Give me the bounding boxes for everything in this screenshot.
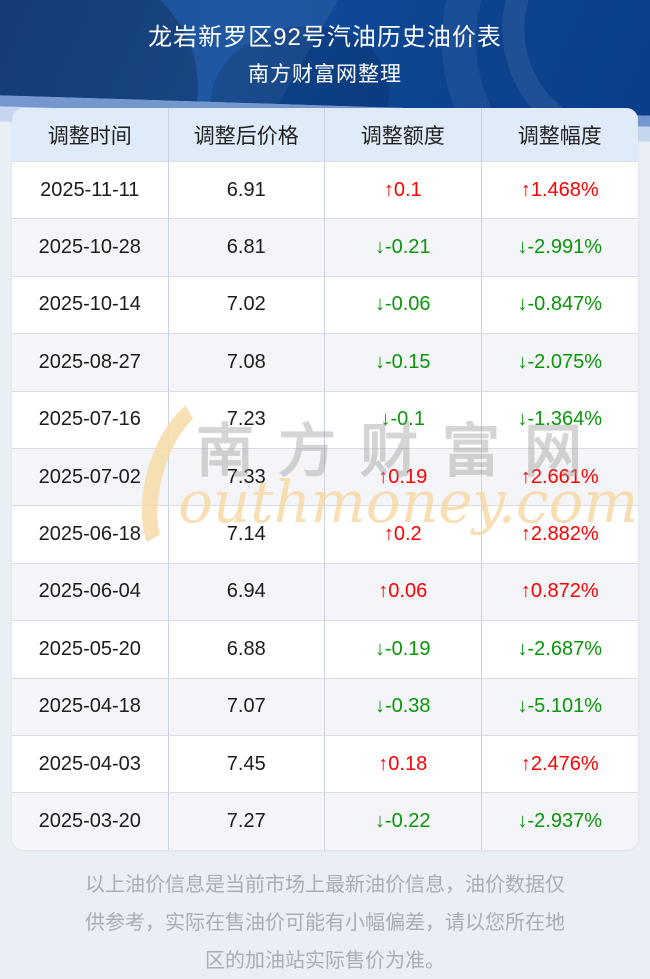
table-row: 2025-04-18 7.07 ↓-0.38 ↓-5.101% [12, 677, 638, 735]
column-header-adjust-rate: 调整幅度 [517, 124, 602, 148]
header-text-block: 龙岩新罗区92号汽油历史油价表 南方财富网整理 [0, 0, 650, 90]
cell-adjust-rate: ↑0.872% [520, 580, 599, 603]
table-row: 2025-05-20 6.88 ↓-0.19 ↓-2.687% [12, 620, 638, 678]
cell-adjusted-price: 6.81 [169, 219, 325, 276]
cell-adjust-amount: ↑0.06 [325, 563, 482, 621]
cell-adjust-rate: ↓-2.937% [517, 809, 603, 832]
cell-adjust-amount: ↓-0.15 [325, 334, 482, 391]
cell-adjust-amount: ↑0.18 [325, 735, 482, 793]
cell-adjust-date: 2025-10-14 [12, 276, 169, 334]
table-row: 2025-08-27 7.08 ↓-0.15 ↓-2.075% [12, 333, 638, 391]
cell-adjust-date: 2025-05-20 [12, 621, 169, 678]
cell-adjust-amount: ↓-0.22 [325, 793, 482, 850]
disclaimer-text: 以上油价信息是当前市场上最新油价信息，油价数据仅 供参考，实际在售油价可能有小幅… [50, 866, 600, 979]
cell-adjust-rate: ↓-2.075% [517, 350, 603, 373]
cell-adjust-date: 2025-06-18 [12, 506, 169, 563]
cell-adjust-date: 2025-06-04 [12, 563, 169, 621]
cell-adjust-rate: ↑1.468% [520, 178, 599, 201]
cell-adjusted-price: 7.23 [169, 391, 325, 448]
column-header-adjust-amount: 调整额度 [325, 108, 482, 161]
table-row: 2025-06-18 7.14 ↑0.2 ↑2.882% [12, 505, 638, 563]
cell-adjusted-price: 7.07 [169, 678, 325, 735]
cell-adjust-amount: ↑0.1 [325, 162, 482, 219]
cell-adjust-rate: ↑2.476% [520, 752, 599, 775]
cell-adjust-date: 2025-04-18 [12, 678, 169, 735]
cell-adjust-date: 2025-11-11 [12, 162, 169, 219]
column-header-adjust-time: 调整时间 [12, 108, 169, 161]
cell-adjust-rate: ↑2.882% [520, 523, 599, 546]
cell-adjust-rate: ↓-0.847% [517, 293, 603, 316]
cell-adjust-date: 2025-07-16 [12, 391, 169, 448]
table-row: 2025-03-20 7.27 ↓-0.22 ↓-2.937% [12, 792, 638, 850]
cell-adjust-date: 2025-07-02 [12, 448, 169, 506]
cell-adjust-rate: ↑2.661% [520, 465, 599, 488]
table-row: 2025-07-16 7.23 ↓-0.1 ↓-1.364% [12, 390, 638, 448]
cell-adjust-rate: ↓-2.991% [517, 236, 603, 259]
cell-adjust-amount: ↓-0.21 [325, 219, 482, 276]
cell-adjust-rate: ↓-2.687% [517, 637, 603, 660]
cell-adjust-amount: ↓-0.06 [325, 276, 482, 334]
cell-adjusted-price: 6.91 [169, 162, 325, 219]
table-header-row: 调整时间 调整后价格 调整额度 调整幅度 [12, 108, 638, 161]
cell-adjusted-price: 6.88 [169, 621, 325, 678]
disclaimer-line: 供参考，实际在售油价可能有小幅偏差，请以您所在地 [85, 912, 565, 934]
cell-adjusted-price: 7.08 [169, 334, 325, 391]
cell-adjust-date: 2025-08-27 [12, 334, 169, 391]
column-header-adjusted-price: 调整后价格 [169, 108, 325, 161]
cell-adjust-rate: ↓-1.364% [517, 408, 603, 431]
cell-adjust-amount: ↑0.19 [325, 448, 482, 506]
cell-adjust-amount: ↓-0.19 [325, 621, 482, 678]
cell-adjusted-price: 7.27 [169, 793, 325, 850]
page-title: 龙岩新罗区92号汽油历史油价表 [148, 24, 502, 51]
cell-adjust-date: 2025-10-28 [12, 219, 169, 276]
table-row: 2025-10-14 7.02 ↓-0.06 ↓-0.847% [12, 275, 638, 334]
price-history-table: 调整时间 调整后价格 调整额度 调整幅度 2025-11-11 6.91 ↑0.… [12, 108, 638, 850]
cell-adjusted-price: 7.45 [169, 735, 325, 793]
cell-adjust-amount: ↑0.2 [325, 506, 482, 563]
table-row: 2025-10-28 6.81 ↓-0.21 ↓-2.991% [12, 218, 638, 276]
cell-adjust-amount: ↓-0.1 [325, 391, 482, 448]
cell-adjusted-price: 7.14 [169, 506, 325, 563]
table-row: 2025-11-11 6.91 ↑0.1 ↑1.468% [12, 161, 638, 219]
cell-adjusted-price: 7.33 [169, 448, 325, 506]
disclaimer-line: 区的加油站实际售价为准。 [205, 950, 445, 972]
table-row: 2025-04-03 7.45 ↑0.18 ↑2.476% [12, 734, 638, 793]
disclaimer-line: 以上油价信息是当前市场上最新油价信息，油价数据仅 [85, 874, 565, 896]
cell-adjust-date: 2025-04-03 [12, 735, 169, 793]
cell-adjust-rate: ↓-5.101% [517, 695, 603, 718]
cell-adjusted-price: 6.94 [169, 563, 325, 621]
page-subtitle: 南方财富网整理 [248, 63, 402, 86]
cell-adjust-date: 2025-03-20 [12, 793, 169, 850]
table-body: 2025-11-11 6.91 ↑0.1 ↑1.468% 2025-10-28 … [12, 161, 638, 850]
table-row: 2025-07-02 7.33 ↑0.19 ↑2.661% [12, 447, 638, 506]
cell-adjust-amount: ↓-0.38 [325, 678, 482, 735]
table-row: 2025-06-04 6.94 ↑0.06 ↑0.872% [12, 562, 638, 621]
cell-adjusted-price: 7.02 [169, 276, 325, 334]
